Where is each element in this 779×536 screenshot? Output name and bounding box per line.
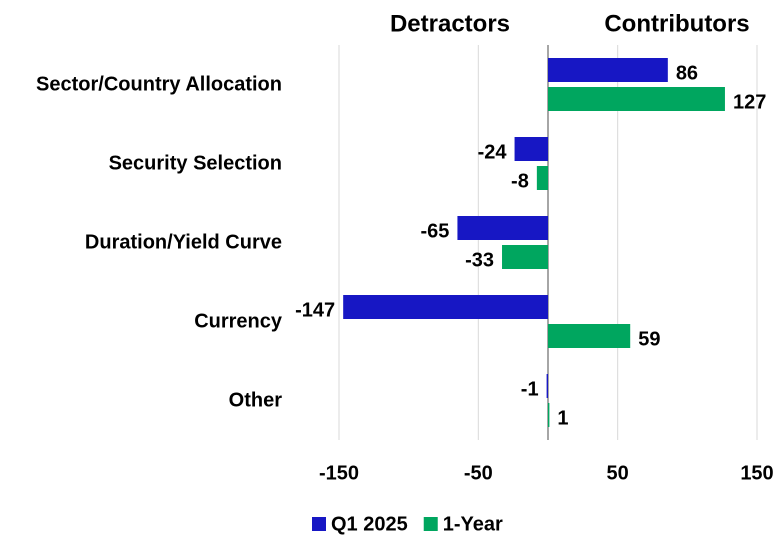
- data-label: -65: [421, 220, 450, 242]
- legend-label: Q1 2025: [331, 513, 408, 535]
- data-label: 86: [676, 62, 698, 84]
- x-tick-label: 150: [740, 462, 773, 484]
- annotation: Contributors: [604, 10, 749, 37]
- bar: [457, 216, 548, 240]
- legend-swatch: [423, 517, 438, 531]
- legend-swatch: [312, 517, 326, 531]
- y-tick-label: Security Selection: [109, 152, 282, 174]
- annotation: Detractors: [390, 10, 510, 37]
- bar: [502, 245, 548, 269]
- bar: [548, 403, 550, 427]
- data-label: -8: [511, 170, 529, 192]
- legend-label: 1-Year: [443, 513, 503, 535]
- data-label: -1: [521, 378, 539, 400]
- bar: [548, 324, 631, 348]
- data-label: 1: [557, 407, 568, 429]
- x-tick-label: -50: [464, 462, 493, 484]
- bar: [548, 87, 725, 111]
- data-label: 127: [733, 91, 766, 113]
- data-label: 59: [638, 328, 660, 350]
- x-tick-label: 50: [607, 462, 629, 484]
- data-label: -147: [295, 299, 335, 321]
- y-tick-label: Sector/Country Allocation: [36, 73, 282, 95]
- bar: [546, 374, 548, 398]
- bar: [536, 166, 548, 190]
- y-tick-label: Currency: [194, 310, 283, 332]
- bar: [548, 58, 668, 82]
- data-label: -24: [478, 141, 508, 163]
- bar: [343, 295, 548, 319]
- bar: [514, 137, 548, 161]
- y-tick-label: Other: [229, 389, 283, 411]
- data-label: -33: [465, 249, 494, 271]
- x-tick-label: -150: [319, 462, 359, 484]
- y-tick-label: Duration/Yield Curve: [85, 231, 282, 253]
